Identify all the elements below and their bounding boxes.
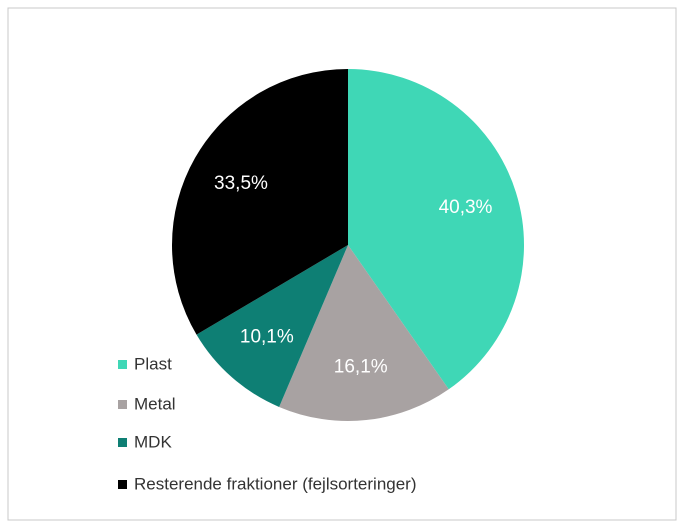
legend-label: Metal [134, 394, 176, 413]
value-label: 16,1% [334, 357, 388, 378]
pie-slice [348, 69, 525, 390]
legend-swatch [118, 480, 127, 489]
value-label: 40,3% [439, 197, 493, 218]
legend-swatch [118, 400, 127, 409]
value-label: 33,5% [214, 173, 268, 194]
legend-label: MDK [134, 432, 172, 451]
legend-swatch [118, 438, 127, 447]
legend-label: Resterende fraktioner (fejlsorteringer) [134, 474, 417, 493]
pie-slice [172, 69, 348, 335]
pie-slice [196, 245, 348, 407]
pie-slice [279, 245, 449, 421]
legend-label: Plast [134, 354, 172, 373]
value-label: 10,1% [240, 327, 294, 348]
legend-swatch [118, 360, 127, 369]
